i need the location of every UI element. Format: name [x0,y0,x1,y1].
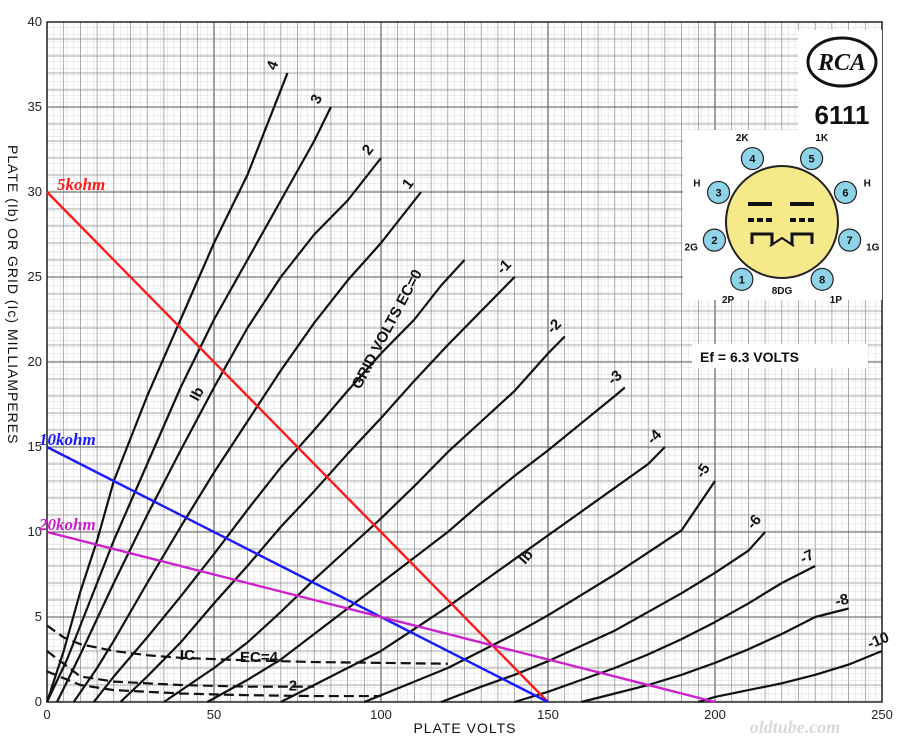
tube-base-diagram: 8DG 1 2P 2 2G 3 H 4 2K 51K 6 H 7 1G 8 1P [683,130,882,306]
x-axis-title: PLATE VOLTS [413,720,516,736]
plate-curve [163,335,566,703]
svg-text:Ef = 6.3 VOLTS: Ef = 6.3 VOLTS [700,349,799,365]
grid-current-curve [46,670,381,698]
rca-logo: RCA [806,36,878,88]
x-tick-label: 150 [537,707,559,722]
y-tick-label: 35 [28,99,42,114]
plate-curve [45,72,289,703]
base-pin-name: 2K [736,133,750,144]
base-pin-name: H [693,178,700,189]
base-pin-name: 1K [815,133,829,144]
y-tick-label: 5 [35,609,42,624]
plate-curve-label: -8 [833,591,850,611]
load-line-label: 5kohm [57,175,105,194]
tube-header: RCA 6111 [798,30,882,134]
y-tick-label: 10 [28,524,42,539]
ic-label: IC [180,647,195,664]
base-pin-number: 6 [842,187,848,199]
plate-curve [92,259,466,703]
load-lines: 5kohm 10kohm 20kohm [38,175,716,704]
x-tick-label: 0 [43,707,50,722]
base-pin-name: 2P [722,295,735,306]
svg-text:RCA: RCA [817,50,866,76]
plate-curve [280,446,666,703]
grid-current-label: 2 [289,678,297,695]
plate-curve [363,480,716,704]
x-tick-label: 100 [370,707,392,722]
plate-curve [56,157,382,703]
x-tick-label: 250 [871,707,893,722]
base-pin-name: 1P [830,295,843,306]
load-line [46,530,716,704]
base-pin-number: 3 [715,187,721,199]
base-pin-name: 1G [866,242,880,253]
base-pin-number: 7 [847,235,853,247]
y-tick-label: 25 [28,269,42,284]
base-pin [740,146,765,171]
x-tick-label: 200 [704,707,726,722]
base-pin [706,180,731,205]
ec-label: EC=4 [240,649,279,666]
base-pin-number: 4 [749,154,756,166]
load-line [46,191,549,703]
watermark: oldtube.com [750,717,841,737]
base-pin-number: 5 [809,154,815,166]
base-pin [838,228,862,252]
y-tick-label: 15 [28,439,42,454]
plate-curve [697,649,883,704]
heater-note: Ef = 6.3 VOLTS [692,344,868,368]
plate-curve [514,565,816,704]
grid-current-curve [46,650,315,688]
base-pin-name: H [864,178,871,189]
plot-frame [46,21,883,703]
grid-current-curve [46,624,448,665]
base-pin [799,146,824,171]
base-pin-number: 1 [739,274,745,286]
base-type-label: 8DG [772,286,793,297]
electrode-symbols [748,202,814,247]
base-pin-number: 2 [711,235,717,247]
base-pin [810,267,834,291]
y-tick-label: 30 [28,184,42,199]
load-line [46,445,549,704]
base-pin [702,228,726,252]
plate-curve [206,386,626,703]
plate-curve-label: -10 [865,629,891,653]
base-pin [833,180,858,205]
y-tick-label: 0 [35,694,42,709]
tube-base-circle [725,165,839,279]
base-pin-name: 2G [685,242,699,253]
plate-curve [581,607,849,704]
base-pin [730,267,754,291]
load-line-label: 10kohm [39,430,96,449]
plate-curve [119,276,516,703]
grid-current-curves: 2 [46,624,448,698]
load-line-label: 20kohm [38,515,96,534]
y-axis-title: PLATE (Ib) OR GRID (Ic) MILLIAMPERES [5,145,21,444]
tube-type: 6111 [815,100,870,130]
y-tick-label: 40 [28,14,42,29]
base-pin-number: 8 [819,274,825,286]
plate-curve [72,191,422,703]
x-tick-label: 50 [207,707,221,722]
plate-curve [46,106,332,703]
y-tick-label: 20 [28,354,42,369]
